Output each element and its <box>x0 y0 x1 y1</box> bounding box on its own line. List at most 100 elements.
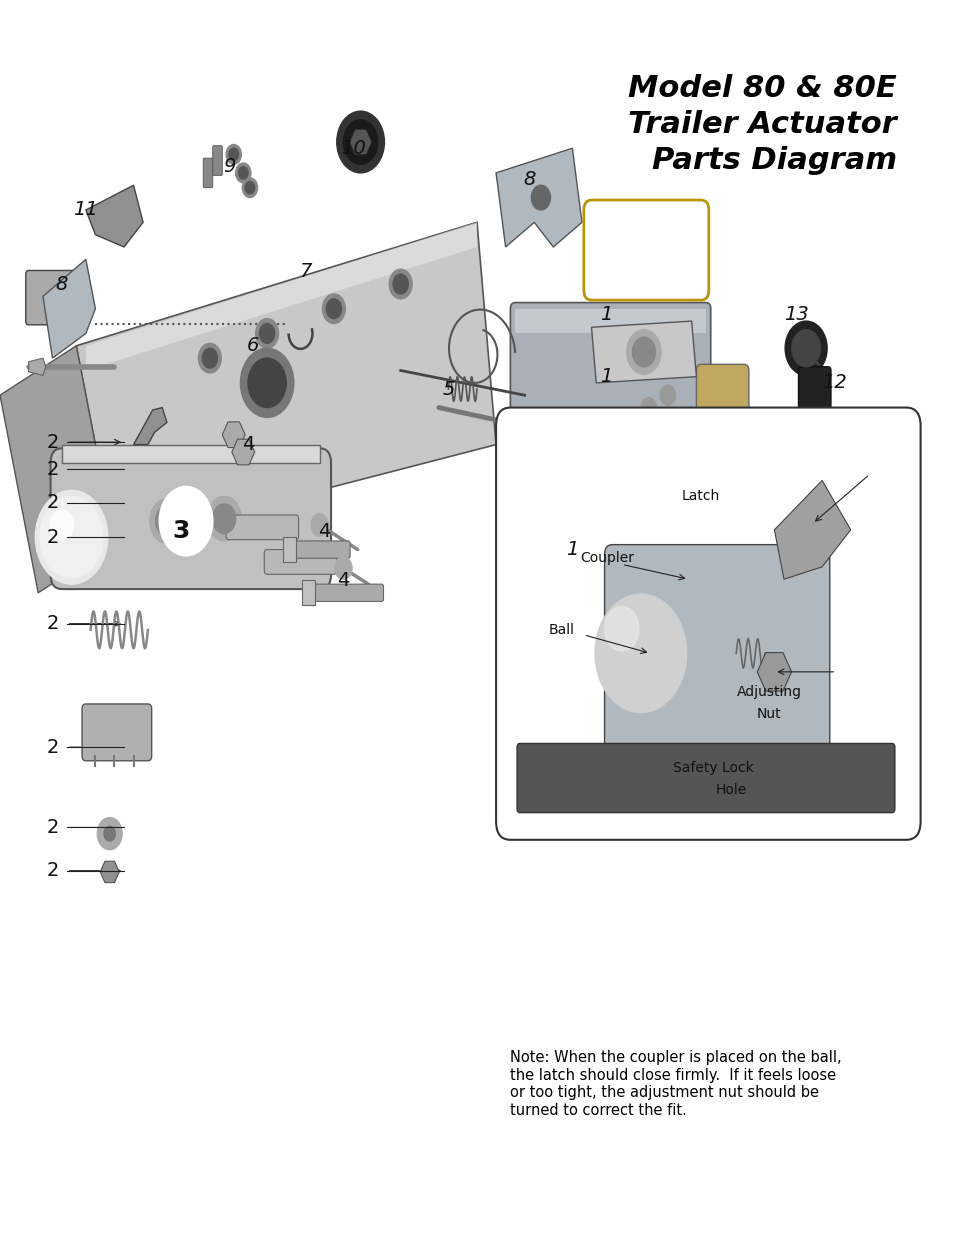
Text: 4: 4 <box>318 521 330 541</box>
Text: 4: 4 <box>242 435 253 454</box>
Text: Model 80 & 80E
Trailer Actuator
Parts Diagram: Model 80 & 80E Trailer Actuator Parts Di… <box>627 74 896 175</box>
Circle shape <box>389 269 412 299</box>
Circle shape <box>784 321 826 375</box>
Circle shape <box>35 490 108 584</box>
Circle shape <box>626 330 660 374</box>
Circle shape <box>198 343 221 373</box>
Circle shape <box>207 496 241 541</box>
Text: 2: 2 <box>47 493 58 513</box>
Text: 2: 2 <box>47 737 58 757</box>
Text: 8: 8 <box>56 274 68 294</box>
Polygon shape <box>757 652 791 692</box>
Polygon shape <box>774 480 850 579</box>
Circle shape <box>335 557 352 579</box>
Polygon shape <box>515 309 705 333</box>
Text: 12: 12 <box>821 373 846 393</box>
Text: 7: 7 <box>299 262 311 282</box>
Polygon shape <box>222 422 245 447</box>
Polygon shape <box>302 580 314 605</box>
Text: 2: 2 <box>47 861 58 881</box>
Polygon shape <box>86 222 476 370</box>
Text: 11: 11 <box>73 200 98 220</box>
Circle shape <box>336 111 384 173</box>
Circle shape <box>202 348 217 368</box>
FancyBboxPatch shape <box>284 541 350 558</box>
Circle shape <box>226 144 241 164</box>
Text: 2: 2 <box>47 527 58 547</box>
Text: 2: 2 <box>47 432 58 452</box>
Polygon shape <box>496 148 581 247</box>
FancyBboxPatch shape <box>604 545 829 762</box>
Polygon shape <box>76 222 496 543</box>
Text: 2: 2 <box>47 459 58 479</box>
Circle shape <box>659 385 675 405</box>
Circle shape <box>595 594 686 713</box>
Circle shape <box>326 299 341 319</box>
Polygon shape <box>349 130 372 154</box>
Text: 13: 13 <box>783 305 808 325</box>
FancyBboxPatch shape <box>696 364 748 451</box>
Text: 9: 9 <box>223 157 234 177</box>
FancyBboxPatch shape <box>213 146 222 175</box>
Polygon shape <box>591 321 696 383</box>
Circle shape <box>343 120 377 164</box>
Circle shape <box>255 319 278 348</box>
Circle shape <box>604 606 639 651</box>
FancyBboxPatch shape <box>496 408 920 840</box>
Text: Safety Lock: Safety Lock <box>673 761 753 776</box>
Circle shape <box>213 504 235 534</box>
Circle shape <box>245 182 254 194</box>
Text: 8: 8 <box>523 169 535 189</box>
FancyBboxPatch shape <box>510 303 710 482</box>
Circle shape <box>248 358 286 408</box>
Text: 4: 4 <box>337 571 349 590</box>
Polygon shape <box>232 440 254 464</box>
Circle shape <box>150 499 184 543</box>
FancyBboxPatch shape <box>26 270 84 325</box>
Text: 1: 1 <box>599 305 611 325</box>
Circle shape <box>659 410 675 430</box>
Circle shape <box>40 496 103 578</box>
Circle shape <box>238 167 248 179</box>
Circle shape <box>51 510 73 540</box>
Text: 2: 2 <box>47 614 58 634</box>
Polygon shape <box>62 445 319 463</box>
FancyBboxPatch shape <box>264 550 336 574</box>
FancyBboxPatch shape <box>203 158 213 188</box>
Polygon shape <box>43 259 95 358</box>
FancyBboxPatch shape <box>303 584 383 601</box>
Text: 1: 1 <box>599 367 611 387</box>
Text: 6: 6 <box>247 336 258 356</box>
FancyBboxPatch shape <box>226 515 298 540</box>
FancyBboxPatch shape <box>517 743 894 813</box>
Text: Note: When the coupler is placed on the ball,
the latch should close firmly.  If: Note: When the coupler is placed on the … <box>510 1051 841 1118</box>
Polygon shape <box>29 358 46 375</box>
Text: Adjusting: Adjusting <box>736 684 801 699</box>
Polygon shape <box>283 537 295 562</box>
Circle shape <box>159 487 213 556</box>
Circle shape <box>531 185 550 210</box>
Polygon shape <box>100 861 119 883</box>
FancyBboxPatch shape <box>82 704 152 761</box>
Circle shape <box>791 330 820 367</box>
Text: 2: 2 <box>47 818 58 837</box>
Text: 5: 5 <box>442 379 454 399</box>
Circle shape <box>229 148 238 161</box>
Circle shape <box>259 324 274 343</box>
Circle shape <box>242 178 257 198</box>
Polygon shape <box>133 408 167 445</box>
Circle shape <box>235 163 251 183</box>
Circle shape <box>155 506 178 536</box>
Polygon shape <box>86 185 143 247</box>
Circle shape <box>97 818 122 850</box>
Circle shape <box>311 514 328 536</box>
Circle shape <box>240 348 294 417</box>
Circle shape <box>632 337 655 367</box>
Text: Nut: Nut <box>756 706 781 721</box>
Text: Ball: Ball <box>548 622 574 637</box>
Text: Latch: Latch <box>681 489 720 504</box>
Text: 10: 10 <box>340 138 365 158</box>
Circle shape <box>322 294 345 324</box>
Text: Coupler: Coupler <box>579 551 634 566</box>
FancyBboxPatch shape <box>798 367 830 426</box>
